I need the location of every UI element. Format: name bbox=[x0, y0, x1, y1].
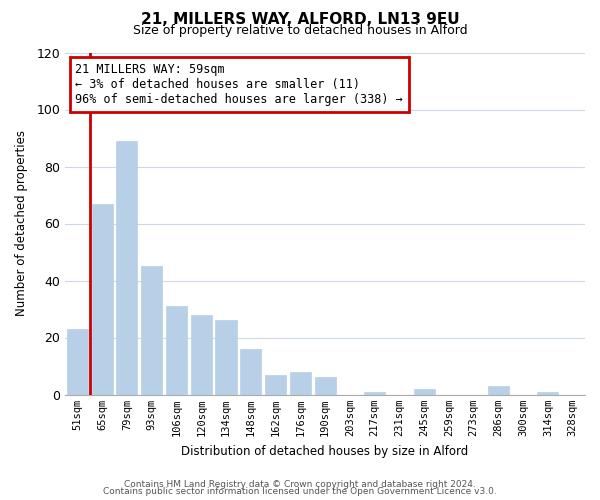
Bar bbox=[240, 349, 261, 395]
Bar bbox=[116, 141, 137, 395]
Bar bbox=[191, 314, 212, 394]
Bar bbox=[488, 386, 509, 394]
Text: Contains HM Land Registry data © Crown copyright and database right 2024.: Contains HM Land Registry data © Crown c… bbox=[124, 480, 476, 489]
Bar bbox=[265, 374, 286, 394]
Bar bbox=[141, 266, 162, 394]
Bar bbox=[364, 392, 385, 394]
Bar bbox=[314, 378, 335, 394]
Text: 21, MILLERS WAY, ALFORD, LN13 9EU: 21, MILLERS WAY, ALFORD, LN13 9EU bbox=[140, 12, 460, 28]
Bar bbox=[538, 392, 559, 394]
Bar bbox=[166, 306, 187, 394]
X-axis label: Distribution of detached houses by size in Alford: Distribution of detached houses by size … bbox=[181, 444, 469, 458]
Text: 21 MILLERS WAY: 59sqm
← 3% of detached houses are smaller (11)
96% of semi-detac: 21 MILLERS WAY: 59sqm ← 3% of detached h… bbox=[76, 63, 403, 106]
Bar bbox=[290, 372, 311, 394]
Y-axis label: Number of detached properties: Number of detached properties bbox=[15, 130, 28, 316]
Bar bbox=[92, 204, 113, 394]
Text: Size of property relative to detached houses in Alford: Size of property relative to detached ho… bbox=[133, 24, 467, 37]
Bar bbox=[67, 329, 88, 394]
Text: Contains public sector information licensed under the Open Government Licence v3: Contains public sector information licen… bbox=[103, 487, 497, 496]
Bar bbox=[215, 320, 236, 394]
Bar bbox=[413, 389, 434, 394]
